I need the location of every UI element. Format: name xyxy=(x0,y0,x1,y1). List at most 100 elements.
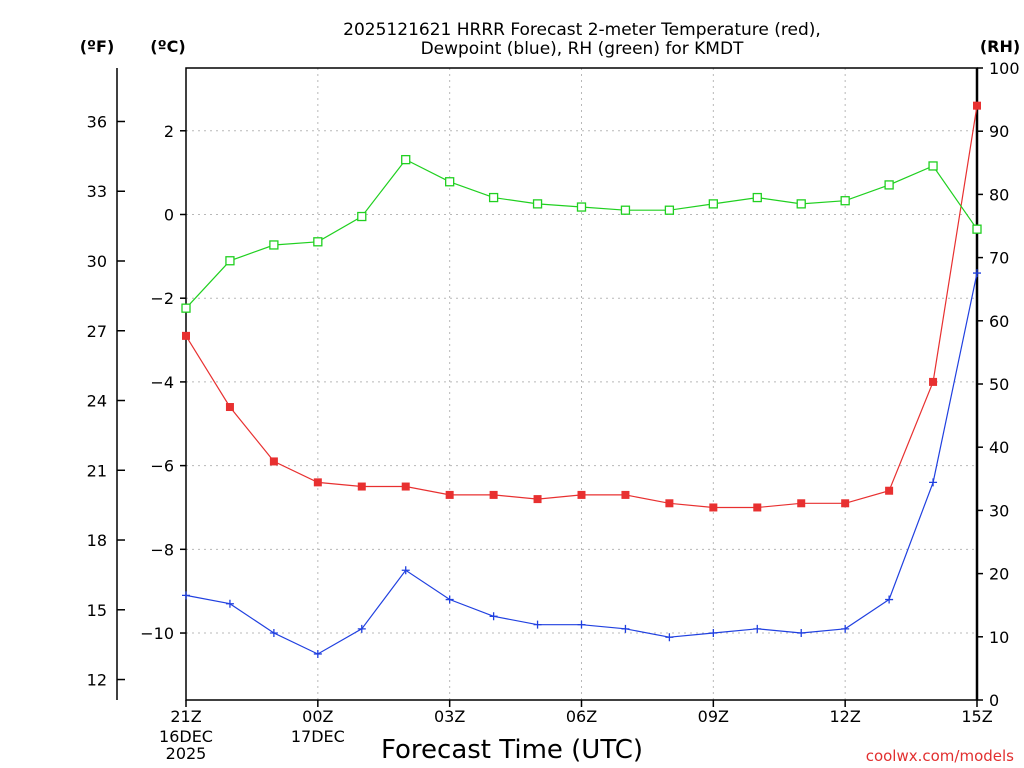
dewpoint-marker xyxy=(225,599,234,608)
rh-marker xyxy=(840,196,850,206)
dewpoint-marker xyxy=(357,624,366,633)
temperature-marker xyxy=(401,482,410,491)
temperature-marker xyxy=(533,495,542,504)
celsius-tick-label: −2 xyxy=(150,289,174,308)
fahrenheit-tick-label: 36 xyxy=(87,112,107,131)
rh-tick-label: 10 xyxy=(989,628,1009,647)
temperature-marker xyxy=(973,101,981,110)
x-tick-label: 15Z xyxy=(961,707,992,726)
fahrenheit-tick-label: 18 xyxy=(87,531,107,550)
rh-marker xyxy=(752,192,762,203)
dewpoint-marker xyxy=(665,633,674,642)
fahrenheit-tick-label: 33 xyxy=(87,182,107,201)
x-tick-label: 12Z xyxy=(830,707,861,726)
fahrenheit-unit-label: (ºF) xyxy=(80,37,115,56)
rh-marker xyxy=(620,205,631,215)
rh-marker xyxy=(181,303,191,313)
celsius-unit-label: (ºC) xyxy=(150,37,185,56)
celsius-tick-label: 2 xyxy=(164,122,174,141)
temperature-marker xyxy=(841,499,850,508)
dewpoint-marker xyxy=(269,629,278,638)
temperature-marker xyxy=(709,503,718,512)
fahrenheit-tick-label: 24 xyxy=(87,392,107,411)
credit-link[interactable]: coolwx.com/models xyxy=(866,747,1014,765)
celsius-tick-label: 0 xyxy=(164,205,174,224)
rh-tick-label: 70 xyxy=(989,249,1009,268)
dewpoint-marker xyxy=(709,629,718,638)
x-tick-label: 06Z xyxy=(566,707,597,726)
rh-marker xyxy=(972,224,982,234)
fahrenheit-tick-label: 21 xyxy=(87,461,107,480)
chart-title-line-2: Dewpoint (blue), RH (green) for KMDT xyxy=(421,39,744,59)
dewpoint-marker xyxy=(753,624,762,633)
rh-marker xyxy=(445,177,455,187)
rh-tick-label: 80 xyxy=(989,185,1009,204)
temperature-marker xyxy=(753,503,762,512)
rh-tick-label: 90 xyxy=(989,122,1009,141)
chart-title-line-1: 2025121621 HRRR Forecast 2-meter Tempera… xyxy=(343,20,821,40)
celsius-tick-label: −10 xyxy=(140,624,174,643)
temperature-marker xyxy=(665,499,674,508)
rh-tick-label: 60 xyxy=(989,312,1009,331)
dewpoint-marker xyxy=(445,595,454,604)
dewpoint-marker xyxy=(577,620,586,629)
rh-tick-label: 20 xyxy=(989,565,1009,584)
temperature-marker xyxy=(621,490,630,499)
rh-marker xyxy=(225,256,235,266)
rh-marker xyxy=(576,202,587,212)
fahrenheit-tick-label: 27 xyxy=(87,322,107,341)
celsius-tick-label: −4 xyxy=(150,373,174,392)
x-tick-label: 00Z xyxy=(302,707,333,726)
x-tick-label: 21Z xyxy=(170,707,201,726)
x-tick-label: 03Z xyxy=(434,707,465,726)
x-tick-label: 09Z xyxy=(698,707,729,726)
rh-unit-label: (RH) xyxy=(980,37,1020,56)
temperature-marker xyxy=(445,490,454,499)
rh-tick-label: 0 xyxy=(989,691,999,710)
temperature-marker xyxy=(313,478,322,487)
rh-tick-label: 100 xyxy=(989,59,1020,78)
rh-marker xyxy=(488,192,499,203)
rh-tick-label: 30 xyxy=(989,501,1009,520)
dewpoint-marker xyxy=(313,649,322,658)
rh-marker xyxy=(269,240,279,250)
rh-tick-label: 40 xyxy=(989,438,1009,457)
rh-marker xyxy=(357,211,367,222)
data-series xyxy=(181,101,982,658)
temperature-marker xyxy=(182,331,190,340)
dewpoint-marker xyxy=(621,624,630,633)
x-tick-sublabel: 2025 xyxy=(166,744,207,763)
rh-marker xyxy=(708,199,718,209)
rh-marker xyxy=(928,161,938,171)
temperature-marker xyxy=(489,490,498,499)
fahrenheit-tick-label: 12 xyxy=(87,671,107,690)
rh-marker xyxy=(313,237,323,247)
fahrenheit-tick-label: 15 xyxy=(87,601,107,620)
celsius-tick-label: −8 xyxy=(150,540,174,559)
temperature-marker xyxy=(225,403,234,412)
dewpoint-marker xyxy=(533,620,542,629)
x-tick-sublabel: 16DEC xyxy=(159,727,213,746)
temperature-marker xyxy=(797,499,806,508)
temperature-marker xyxy=(577,490,586,499)
rh-tick-label: 50 xyxy=(989,375,1009,394)
dewpoint-marker xyxy=(797,629,806,638)
rh-marker xyxy=(532,199,543,209)
dewpoint-marker xyxy=(182,591,190,600)
rh-marker xyxy=(884,180,894,190)
rh-marker xyxy=(796,199,806,209)
fahrenheit-tick-label: 30 xyxy=(87,252,107,271)
dewpoint-marker xyxy=(401,566,410,575)
dewpoint-marker xyxy=(489,612,498,621)
dewpoint-marker xyxy=(885,595,894,604)
x-tick-sublabel: 17DEC xyxy=(291,727,345,746)
temperature-marker xyxy=(357,482,366,491)
x-axis-label: Forecast Time (UTC) xyxy=(381,735,643,765)
dewpoint-marker xyxy=(841,624,850,633)
temperature-marker xyxy=(929,377,938,386)
temperature-marker xyxy=(885,486,894,495)
celsius-tick-label: −6 xyxy=(150,457,174,476)
